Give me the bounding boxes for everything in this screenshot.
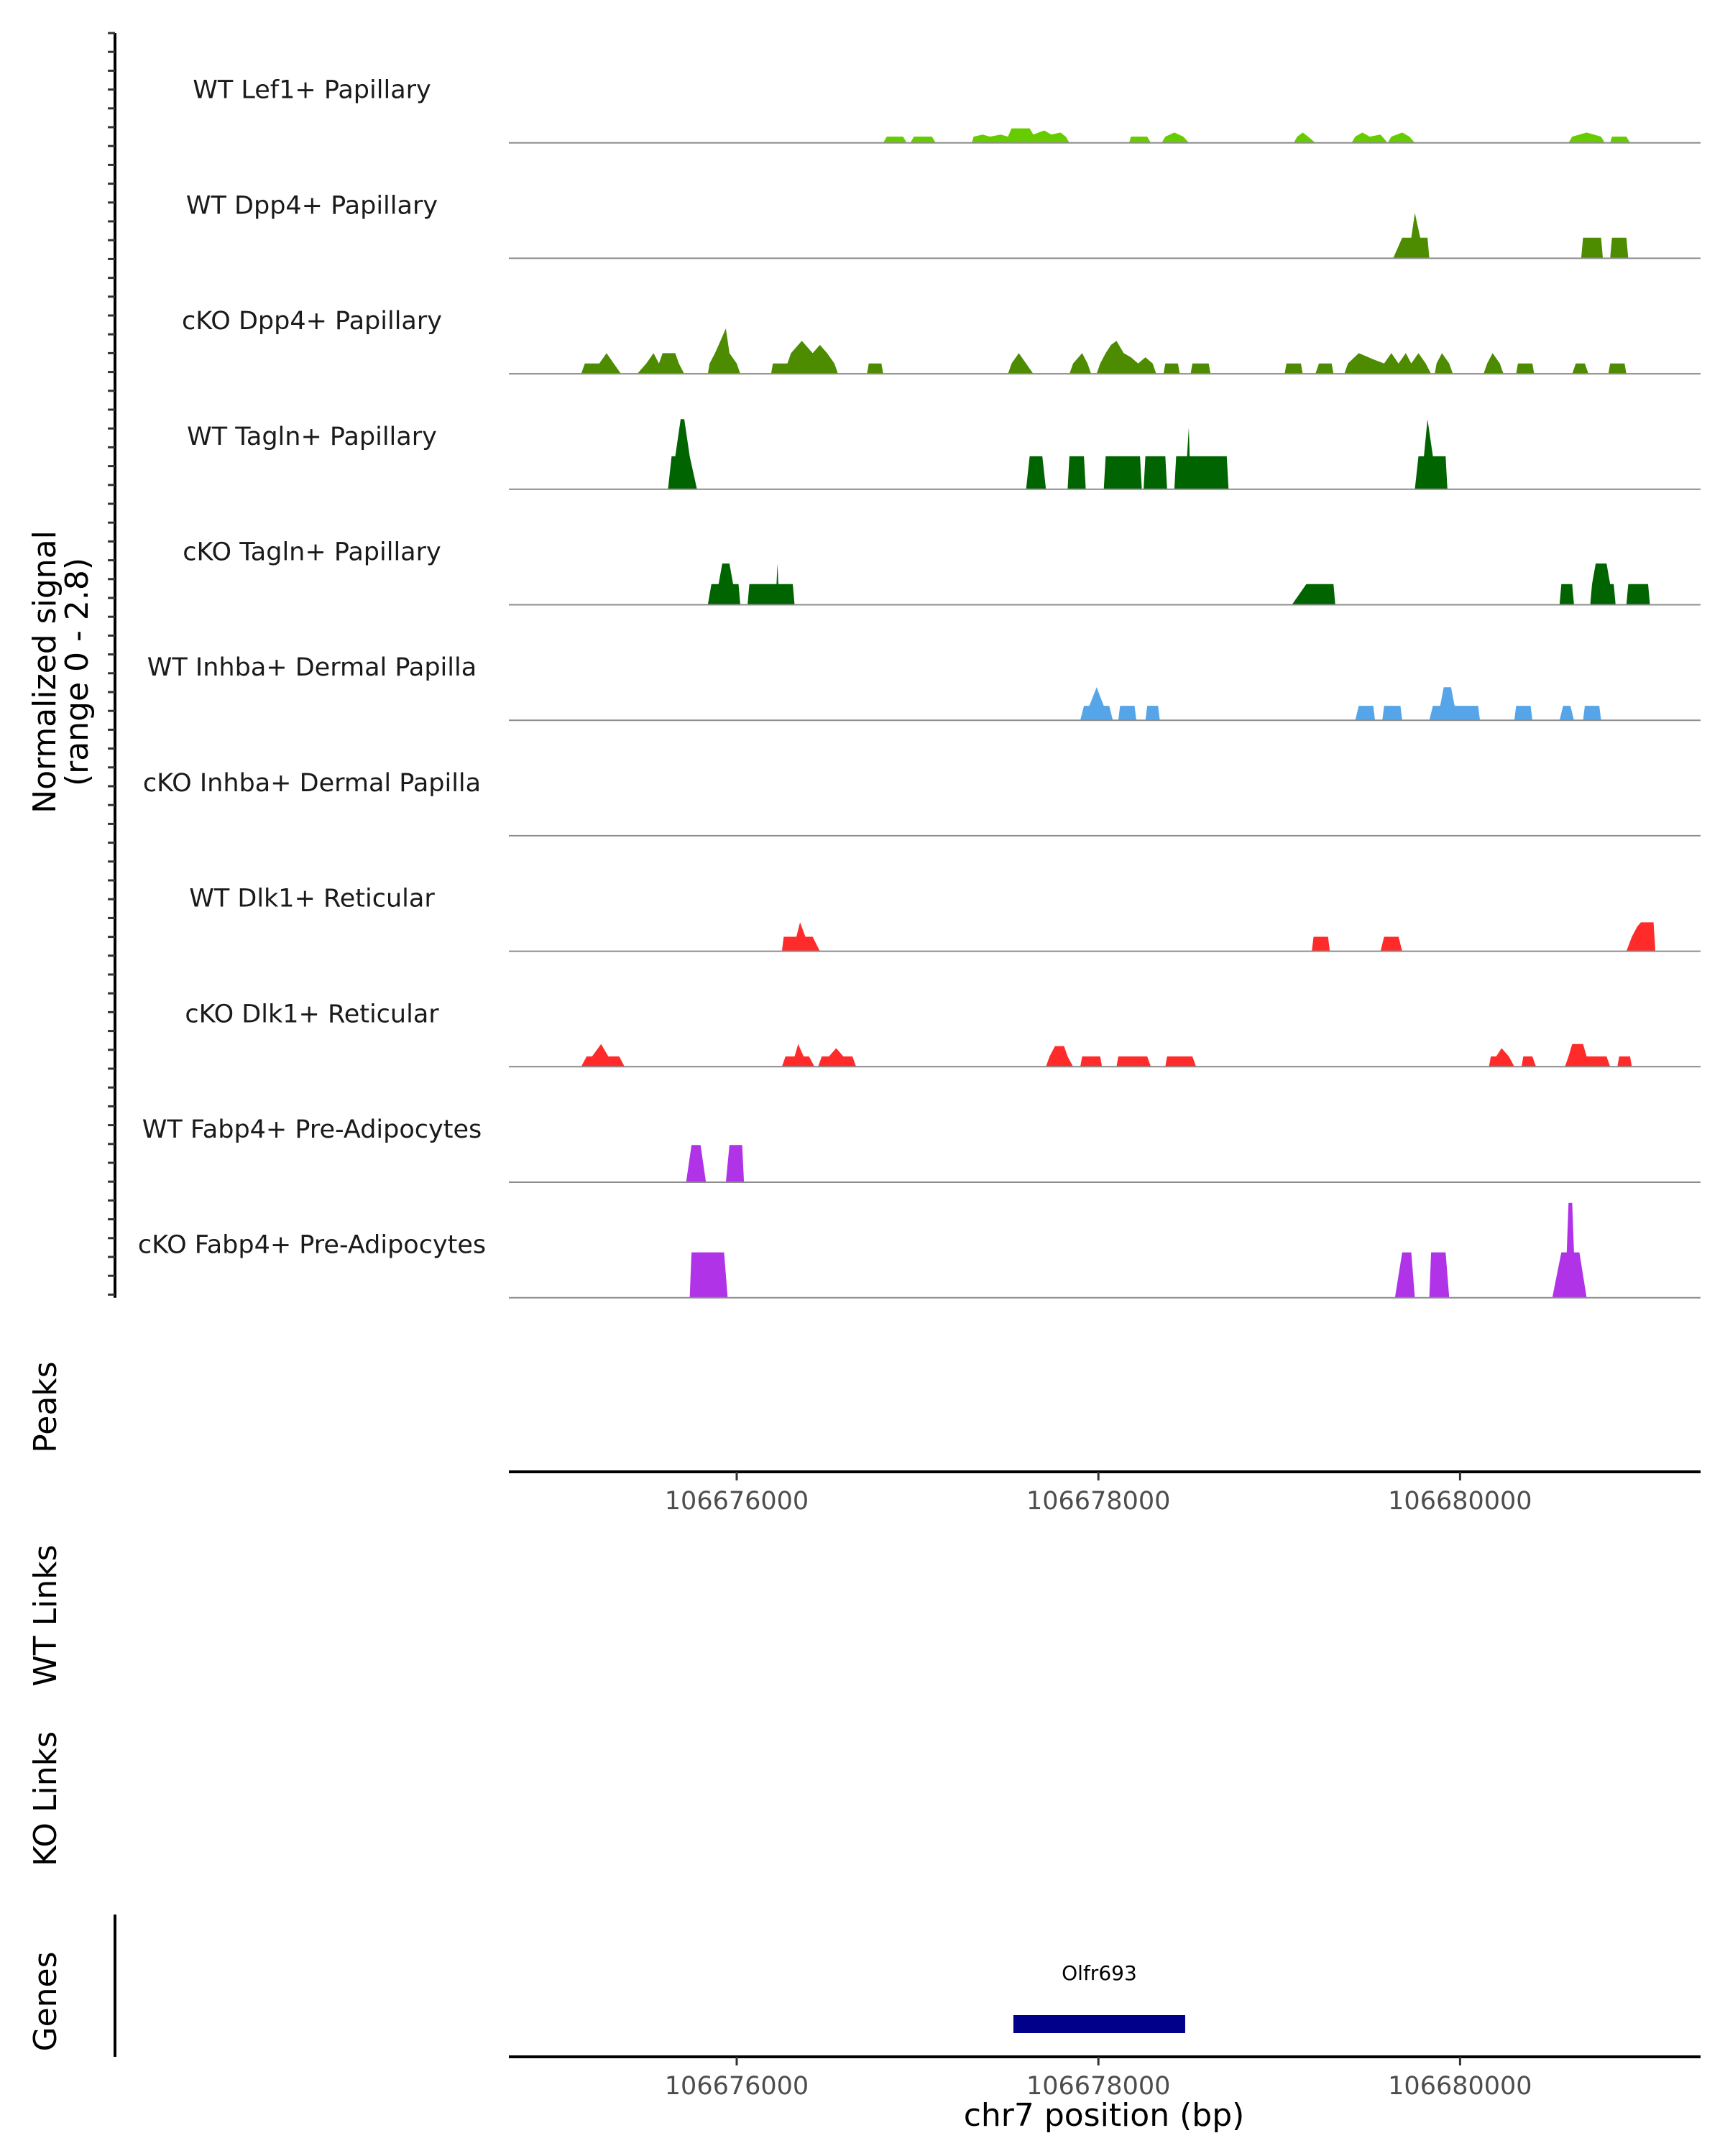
y-axis-label-line1: Normalized signal: [27, 530, 63, 814]
track-label: cKO Dpp4+ Papillary: [182, 307, 442, 336]
x-tick-label: 106678000: [1026, 1487, 1170, 1516]
track-label: WT Tagln+ Papillary: [187, 423, 437, 451]
x-tick-label: 106680000: [1388, 2072, 1532, 2101]
track-label: cKO Tagln+ Papillary: [183, 538, 441, 567]
coverage-area: [686, 1145, 745, 1182]
coverage-track: cKO Tagln+ Papillary: [183, 538, 1701, 606]
coverage-area: [707, 563, 1650, 605]
coverage-track: WT Fabp4+ Pre-Adipocytes: [142, 1115, 1701, 1183]
coverage-area: [689, 1202, 1587, 1298]
gene-label: Olfr693: [1062, 1961, 1137, 1985]
wt-links-panel-label: WT Links: [27, 1544, 64, 1686]
coverage-track: WT Tagln+ Papillary: [187, 419, 1701, 490]
coverage-area: [668, 419, 1448, 489]
coverage-track: WT Lef1+ Papillary: [193, 76, 1701, 144]
coverage-area: [581, 328, 1627, 374]
x-tick-label: 106680000: [1388, 1487, 1532, 1516]
x-axis-label: chr7 position (bp): [964, 2097, 1245, 2134]
coverage-track: cKO Fabp4+ Pre-Adipocytes: [138, 1202, 1701, 1299]
track-label: cKO Dlk1+ Reticular: [185, 1000, 439, 1028]
peaks-x-axis: 106676000 106678000 106680000: [509, 1470, 1701, 1516]
track-label: WT Dlk1+ Reticular: [189, 885, 435, 913]
coverage-track: cKO Dpp4+ Papillary: [182, 307, 1701, 375]
coverage-track: cKO Inhba+ Dermal Papilla: [143, 769, 1701, 837]
track-label: WT Fabp4+ Pre-Adipocytes: [142, 1115, 482, 1144]
coverage-area: [581, 1044, 1632, 1067]
track-label: WT Dpp4+ Papillary: [186, 191, 438, 220]
track-label: WT Lef1+ Papillary: [193, 76, 431, 105]
coverage-track: WT Dpp4+ Papillary: [186, 191, 1701, 259]
x-tick-label: 106678000: [1026, 2072, 1170, 2101]
track-label: cKO Inhba+ Dermal Papilla: [143, 769, 481, 798]
peaks-panel-label: Peaks: [27, 1361, 64, 1452]
coverage-area: [883, 128, 1630, 143]
coverage-panel: WT Lef1+ Papillary WT Dpp4+ Papillary cKO …: [108, 32, 1701, 1299]
track-label: WT Inhba+ Dermal Papilla: [147, 653, 477, 682]
x-tick-label: 106676000: [665, 1487, 809, 1516]
coverage-track: cKO Dlk1+ Reticular: [185, 1000, 1701, 1068]
y-axis-label-line2: (range 0 - 2.8): [59, 558, 96, 786]
x-tick-label: 106676000: [665, 2072, 809, 2101]
coverage-area: [781, 922, 1656, 952]
track-label: cKO Fabp4+ Pre-Adipocytes: [138, 1231, 486, 1260]
gene-body: [1013, 2015, 1185, 2033]
coverage-track: WT Dlk1+ Reticular: [189, 885, 1701, 952]
coverage-area: [1080, 687, 1601, 721]
coverage-track: WT Inhba+ Dermal Papilla: [147, 653, 1701, 722]
genes-panel-label: Genes: [27, 1951, 64, 2051]
coverage-area: [1393, 213, 1629, 259]
genes-x-axis: 106676000 106678000 106680000: [509, 2055, 1701, 2101]
genes-panel: Olfr693: [114, 1915, 1185, 2057]
ko-links-panel-label: KO Links: [27, 1731, 64, 1866]
